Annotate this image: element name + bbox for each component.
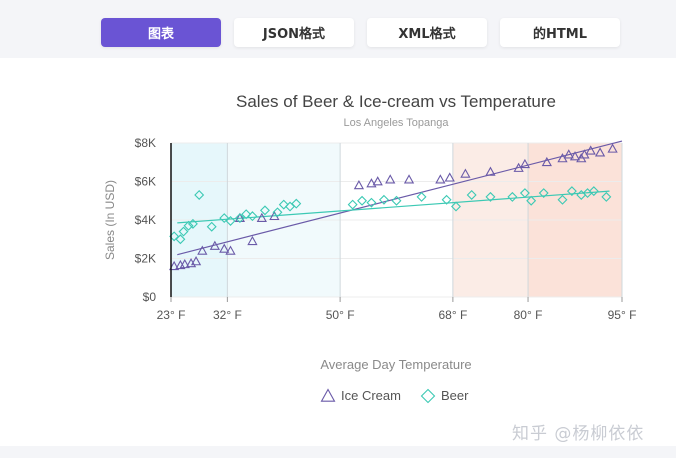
y-tick-label: $2K [135, 252, 156, 266]
ice-cream-point [585, 145, 596, 155]
ice-cream-point [594, 147, 606, 157]
beer-point [366, 197, 377, 208]
beer-point [278, 199, 289, 210]
beer-point [441, 194, 452, 205]
ice-cream-point [563, 149, 574, 159]
beer-point [234, 213, 245, 224]
ice-cream-point [435, 174, 446, 184]
ice-cream-point [485, 166, 496, 176]
beer-point [588, 186, 599, 197]
x-axis-ticks: 23° F 32° F 50° F 68° F 80° F 95° F [157, 297, 637, 322]
chart-subtitle: Los Angeles Topanga [344, 117, 450, 129]
beer-legend-icon [420, 388, 436, 404]
beer-point [175, 234, 186, 245]
beer-point [272, 207, 283, 218]
ice-cream-point [247, 235, 258, 246]
beer-point [347, 199, 358, 210]
ice-cream-point [353, 180, 365, 190]
beer-point [466, 189, 477, 200]
ice-cream-point [366, 178, 377, 188]
y-tick-label: $8K [135, 136, 156, 150]
y-tick-label: $6K [135, 175, 156, 189]
beer-point [206, 221, 217, 232]
beer-point [241, 209, 252, 220]
tab-chart[interactable]: 图表 [101, 18, 221, 47]
ice-cream-point [541, 156, 552, 167]
beer-point [507, 191, 518, 202]
ice-cream-point [209, 240, 220, 250]
beer-point [451, 201, 461, 212]
y-tick-label: $4K [135, 213, 156, 227]
ice-cream-point [403, 174, 415, 184]
ice-cream-point [460, 168, 471, 178]
tab-xml[interactable]: XML格式 [367, 18, 487, 47]
x-tick-label: 32° F [213, 308, 242, 322]
ice-cream-point [569, 151, 581, 161]
ice-cream-point [234, 212, 246, 222]
beer-point [259, 205, 270, 216]
beer-legend-label: Beer [441, 388, 469, 403]
ice-cream-point [197, 245, 208, 255]
tab-bar: 图表 JSON格式 XML格式 的HTML [0, 0, 676, 58]
x-tick-label: 50° F [326, 308, 355, 322]
grid-lines [171, 142, 623, 298]
beer-point [183, 220, 194, 231]
beer-point [416, 191, 427, 202]
ice-cream-legend-icon [320, 388, 336, 402]
beer-point [601, 191, 612, 202]
beer-point [566, 186, 577, 197]
data-points [168, 143, 618, 271]
ice-cream-point [219, 243, 230, 253]
ice-cream-point [444, 172, 455, 182]
beer-point [485, 191, 496, 202]
x-axis-label: Average Day Temperature [320, 357, 471, 372]
beer-point [538, 188, 549, 199]
beer-point [291, 198, 302, 209]
legend: Ice Cream Beer [320, 388, 469, 404]
ice-cream-point [190, 256, 202, 266]
beer-point [526, 195, 537, 206]
ice-cream-point [179, 258, 190, 269]
beer-point [519, 188, 530, 199]
x-tick-label: 95° F [608, 308, 637, 322]
y-tick-label: $0 [143, 290, 157, 304]
ice-cream-legend-label: Ice Cream [341, 388, 401, 403]
ice-cream-point [607, 143, 618, 153]
bottom-strip [0, 446, 676, 458]
beer-point [225, 215, 236, 226]
ice-cream-point [168, 260, 180, 271]
tab-json[interactable]: JSON格式 [234, 18, 354, 47]
beer-point [391, 195, 402, 206]
beer-point [378, 194, 389, 205]
x-tick-label: 23° F [157, 308, 186, 322]
y-axis-label: Sales (In USD) [103, 180, 117, 260]
ice-cream-point [256, 212, 267, 222]
beer-point [187, 218, 198, 229]
ice-cream-point [519, 158, 531, 169]
beer-point [357, 195, 368, 206]
ice-cream-point [385, 174, 396, 184]
y-axis-ticks: $0 $2K $4K $6K $8K [135, 136, 157, 304]
x-tick-label: 80° F [514, 308, 543, 322]
beer-point [247, 211, 258, 222]
beer-point [194, 189, 205, 200]
chart-title: Sales of Beer & Ice-cream vs Temperature [236, 92, 556, 111]
ice-cream-point [225, 245, 236, 255]
beer-point [557, 194, 568, 205]
tab-html[interactable]: 的HTML [500, 18, 620, 47]
watermark: 知乎 @杨柳依依 [512, 424, 645, 444]
ice-cream-point [372, 176, 383, 186]
beer-point [219, 213, 230, 224]
x-tick-label: 68° F [438, 308, 467, 322]
beer-point [178, 226, 189, 237]
